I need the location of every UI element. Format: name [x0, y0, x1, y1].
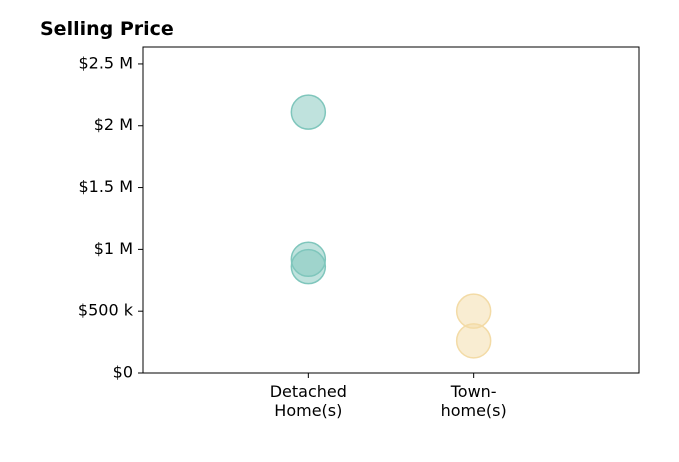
- y-tick-label: $500 k: [78, 301, 134, 320]
- point: [290, 248, 327, 285]
- plot-frame: [142, 46, 640, 374]
- point: [455, 323, 492, 359]
- y-tick-label: $2 M: [94, 115, 133, 134]
- x-tick-label: Detached Home(s): [270, 382, 347, 420]
- point: [290, 94, 327, 130]
- x-tick-label: Town-home(s): [441, 382, 507, 420]
- y-tick-label: $0: [113, 363, 133, 382]
- y-tick-label: $1.5 M: [78, 177, 133, 196]
- point: [455, 293, 492, 329]
- chart-title: Selling Price: [40, 18, 174, 40]
- y-tick-label: $1 M: [94, 239, 133, 258]
- y-tick-label: $2.5 M: [78, 53, 133, 72]
